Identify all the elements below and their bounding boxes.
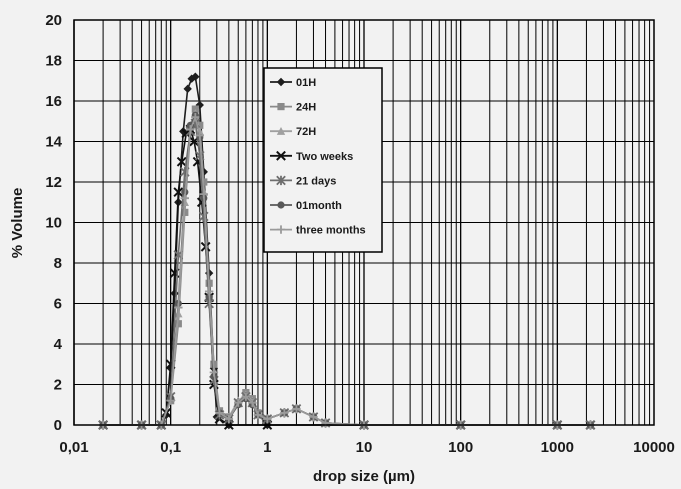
legend-marker xyxy=(277,103,285,111)
data-point xyxy=(215,408,224,418)
data-point xyxy=(234,398,243,407)
data-point xyxy=(191,72,200,81)
data-point xyxy=(180,194,189,203)
x-axis-title: drop size (µm) xyxy=(313,468,415,485)
legend-label: 01month xyxy=(296,200,342,212)
x-tick-label: 10 xyxy=(356,439,373,456)
legend: 01H 24H 72H Two weeks 21 days 01month three mo… xyxy=(263,67,383,253)
legend-marker xyxy=(276,127,286,135)
y-tick-labels: 0 2 4 6 8 10 12 14 16 18 20 xyxy=(45,12,62,434)
plot-frame xyxy=(73,19,655,426)
legend-label: 21 days xyxy=(296,175,336,187)
x-tick-label: 0,01 xyxy=(59,439,88,456)
legend-label: 72H xyxy=(296,126,316,138)
y-tick-label: 4 xyxy=(54,336,63,353)
data-point xyxy=(292,404,301,413)
data-point xyxy=(198,211,209,222)
data-point xyxy=(196,121,204,129)
y-axis-title: % Volume xyxy=(9,188,26,259)
data-point xyxy=(309,412,318,422)
data-point xyxy=(321,418,330,428)
data-point xyxy=(176,156,187,167)
data-point xyxy=(195,131,204,140)
x-tick-label: 1000 xyxy=(541,439,574,456)
legend-label: 24H xyxy=(296,102,316,114)
y-tick-label: 6 xyxy=(54,296,62,313)
data-point xyxy=(174,303,183,312)
y-tick-label: 12 xyxy=(45,174,62,191)
data-point xyxy=(280,408,289,418)
legend-marker xyxy=(276,77,286,87)
data-point xyxy=(183,84,192,94)
legend-marker xyxy=(276,225,286,234)
data-point xyxy=(224,414,234,424)
grid xyxy=(73,19,654,426)
data-point xyxy=(194,150,205,161)
data-point xyxy=(263,414,272,424)
x-tick-label: 10000 xyxy=(633,439,675,456)
y-tick-label: 16 xyxy=(45,93,62,110)
y-tick-label: 2 xyxy=(54,377,62,394)
data-point xyxy=(166,396,175,405)
legend-marker xyxy=(276,175,286,186)
y-tick-label: 18 xyxy=(45,53,62,70)
data-point xyxy=(209,368,219,377)
legend-label: three months xyxy=(296,225,366,237)
data-point xyxy=(241,392,251,401)
data-point xyxy=(248,398,257,407)
x-tick-label: 100 xyxy=(448,439,473,456)
y-tick-label: 14 xyxy=(45,134,62,151)
legend-marker xyxy=(276,150,286,161)
data-point xyxy=(253,410,263,420)
legend-label: 01H xyxy=(296,77,316,89)
data-point xyxy=(186,125,195,134)
data-point xyxy=(199,189,208,199)
data-point xyxy=(173,187,184,198)
y-tick-label: 8 xyxy=(54,255,62,272)
legend-box xyxy=(263,67,383,253)
y-tick-label: 0 xyxy=(54,417,62,434)
legend-label: Two weeks xyxy=(296,151,353,163)
data-point xyxy=(191,113,200,122)
data-point xyxy=(204,287,214,296)
y-tick-label: 10 xyxy=(45,215,62,232)
legend-marker xyxy=(277,201,285,209)
x-tick-label: 0,1 xyxy=(160,439,181,456)
y-tick-label: 20 xyxy=(45,12,62,29)
data-point xyxy=(195,127,204,136)
x-tick-labels: 0,01 0,1 1 10 100 1000 10000 xyxy=(59,439,674,456)
data-point xyxy=(195,100,204,110)
series-6 xyxy=(98,113,595,430)
data-point xyxy=(174,320,182,328)
x-tick-label: 1 xyxy=(263,439,271,456)
